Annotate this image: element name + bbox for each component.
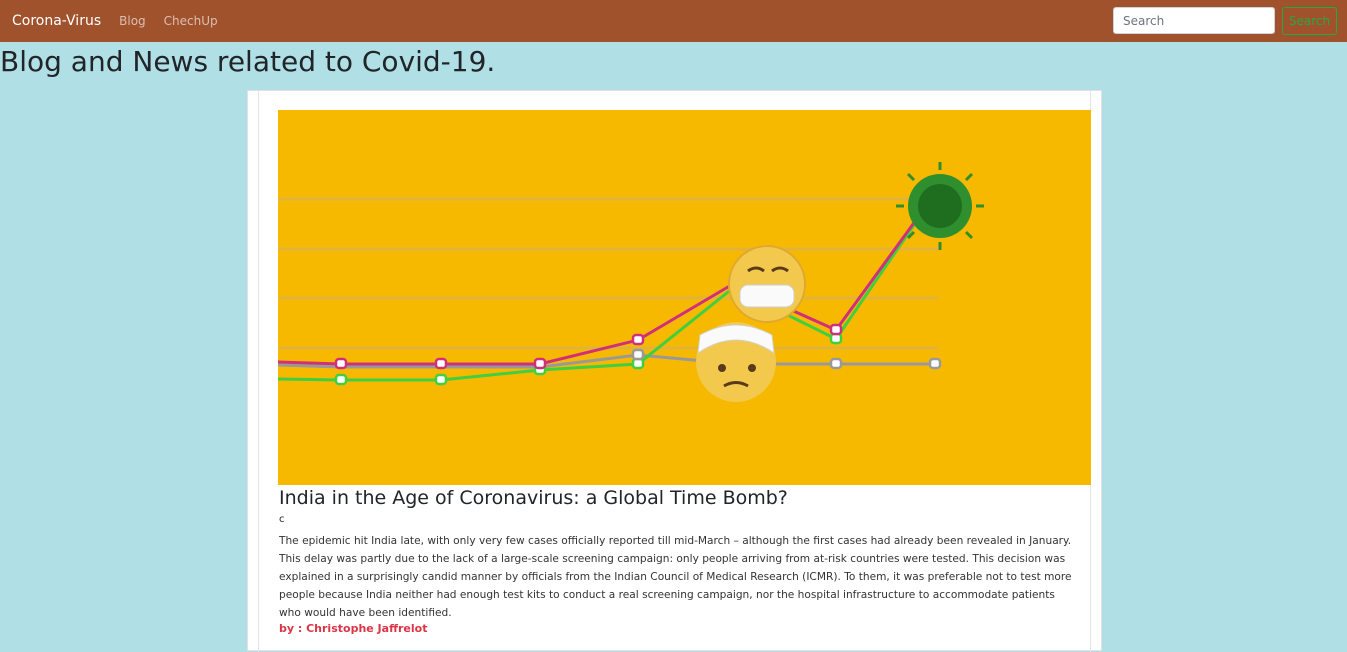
nav-link-blog[interactable]: Blog <box>119 14 146 28</box>
page-title: Blog and News related to Covid-19. <box>0 45 496 78</box>
post-image <box>278 110 1091 485</box>
navbar: Corona-Virus Blog ChechUp Search <box>0 0 1347 42</box>
post-card: India in the Age of Coronavirus: a Globa… <box>247 90 1102 652</box>
search-input[interactable] <box>1113 7 1275 34</box>
post-title[interactable]: India in the Age of Coronavirus: a Globa… <box>279 487 788 509</box>
nav-link-checkup[interactable]: ChechUp <box>163 14 218 28</box>
post-body: The epidemic hit India late, with only v… <box>279 535 1072 619</box>
navbar-brand[interactable]: Corona-Virus <box>12 13 102 29</box>
post-subtitle: c <box>279 514 285 525</box>
post-author: by : Christophe Jaffrelot <box>279 622 428 635</box>
search-button[interactable]: Search <box>1282 7 1337 35</box>
